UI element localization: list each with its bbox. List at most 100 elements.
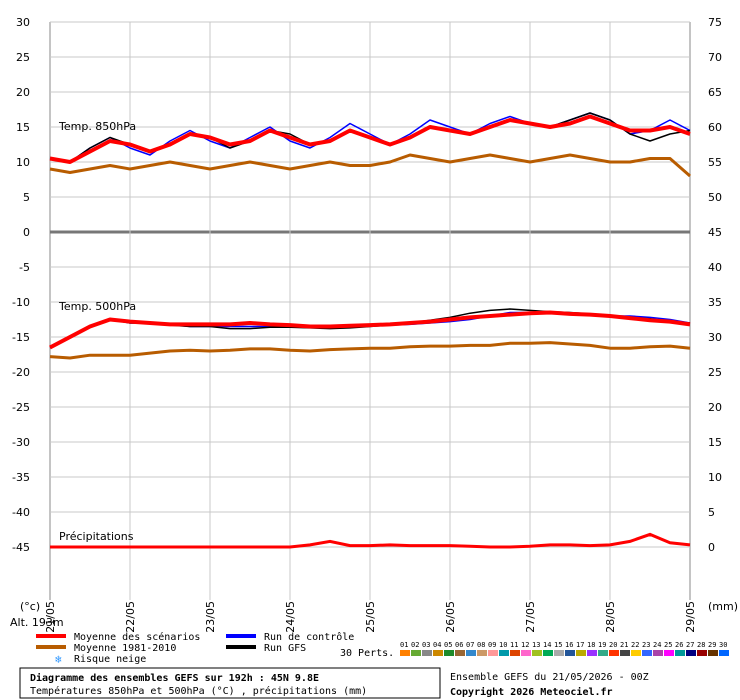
legend-snow-label: Risque neige	[74, 654, 146, 665]
y-right-tick-label: 55	[708, 156, 722, 169]
y-left-tick-label: -15	[12, 331, 30, 344]
y-right-tick-label: 20	[708, 401, 722, 414]
pert-swatch	[521, 650, 531, 656]
legend-gfs-label: Run GFS	[264, 643, 306, 654]
series-t850-0	[49, 114, 691, 164]
pert-swatch	[510, 650, 520, 656]
y-right-tick-label: 30	[708, 331, 722, 344]
y-left-tick-label: -5	[19, 261, 30, 274]
pert-swatch	[565, 650, 575, 656]
x-tick-label: 27/05	[524, 601, 537, 633]
pert-number-label: 20	[609, 641, 617, 649]
x-tick-label: 21/05	[44, 601, 57, 633]
y-left-tick-label: 25	[16, 51, 30, 64]
y-left-tick-label: 10	[16, 156, 30, 169]
y-right-tick-label: 75	[708, 16, 722, 29]
pert-swatch	[488, 650, 498, 656]
pert-number-label: 09	[488, 641, 496, 649]
legend-swatch-mean	[36, 634, 66, 638]
legend-mean-label: Moyenne des scénarios	[74, 631, 200, 643]
legend-perturbations: 01 02 03 04 05 06 07 08 09 10 11 12 13 14 15 16 17 18 19 20…	[400, 641, 729, 656]
pert-swatch	[543, 650, 553, 656]
y-left-tick-label: -25	[12, 401, 30, 414]
y-right-tick-label: 60	[708, 121, 722, 134]
y-left-tick-label: 30	[16, 16, 30, 29]
pert-number-label: 16	[565, 641, 573, 649]
x-tick-label: 29/05	[684, 601, 697, 633]
pert-number-label: 23	[642, 641, 650, 649]
pert-swatch	[664, 650, 674, 656]
y-left-tick-label: 0	[23, 226, 30, 239]
y-left-tick-label: -45	[12, 541, 30, 554]
y-right-tick-label: 40	[708, 261, 722, 274]
x-tick-label: 22/05	[124, 601, 137, 633]
pert-number-label: 01	[400, 641, 408, 649]
footer-copyright: Copyright 2026 Meteociel.fr	[450, 686, 613, 698]
pert-number-label: 22	[631, 641, 639, 649]
pert-number-label: 17	[576, 641, 584, 649]
snowflake-icon: ❄	[55, 653, 62, 666]
pert-swatch	[455, 650, 465, 656]
pert-number-label: 29	[708, 641, 716, 649]
pert-swatch	[620, 650, 630, 656]
x-tick-label: 23/05	[204, 601, 217, 633]
y-left-tick-label: -40	[12, 506, 30, 519]
y-left-tick-label: -20	[12, 366, 30, 379]
pert-swatch	[631, 650, 641, 656]
pert-swatch	[444, 650, 454, 656]
x-tick-label: 28/05	[604, 601, 617, 633]
legend-clim-label: Moyenne 1981-2010	[74, 643, 176, 654]
x-tick-label: 26/05	[444, 601, 457, 633]
y-right-tick-label: 5	[708, 506, 715, 519]
pert-swatch	[411, 650, 421, 656]
t500-panel-label: Temp. 500hPa	[58, 300, 136, 313]
y-right-tick-label: 65	[708, 86, 722, 99]
y-left-tick-label: -10	[12, 296, 30, 309]
pert-swatch	[554, 650, 564, 656]
chart-grid	[49, 21, 691, 600]
y-right-tick-label: 15	[708, 436, 722, 449]
pert-swatch	[422, 650, 432, 656]
pert-number-label: 03	[422, 641, 430, 649]
pert-number-label: 12	[521, 641, 529, 649]
pert-swatch	[466, 650, 476, 656]
y-left-tick-label: 20	[16, 86, 30, 99]
y-right-tick-label: 35	[708, 296, 722, 309]
series-precip-mean	[50, 532, 691, 549]
pert-number-label: 04	[433, 641, 441, 649]
y-right-tick-label: 25	[708, 366, 722, 379]
legend-control-label: Run de contrôle	[264, 631, 354, 643]
pert-swatch	[477, 650, 487, 656]
pert-swatch	[675, 650, 685, 656]
pert-swatch	[708, 650, 718, 656]
y-right-tick-label: 50	[708, 191, 722, 204]
pert-swatch	[719, 650, 729, 656]
y-left-tick-label: 5	[23, 191, 30, 204]
pert-number-label: 28	[697, 641, 705, 649]
pert-number-label: 26	[675, 641, 683, 649]
pert-number-label: 10	[499, 641, 507, 649]
pert-number-label: 18	[587, 641, 595, 649]
pert-swatch	[532, 650, 542, 656]
pert-swatch	[400, 650, 410, 656]
pert-number-label: 24	[653, 641, 661, 649]
series-t850-1	[49, 153, 691, 178]
pert-swatch	[598, 650, 608, 656]
legend-perts-label: 30 Perts.	[340, 648, 394, 659]
pert-swatch	[433, 650, 443, 656]
pert-swatch	[653, 650, 663, 656]
y-right-tick-label: 70	[708, 51, 722, 64]
precip-panel-label: Précipitations	[59, 530, 134, 543]
pert-swatch	[576, 650, 586, 656]
pert-number-label: 08	[477, 641, 485, 649]
y-right-tick-label: 10	[708, 471, 722, 484]
left-unit-label: (°c)	[20, 600, 40, 613]
pert-swatch	[609, 650, 619, 656]
y-left-tick-label: 15	[16, 121, 30, 134]
pert-number-label: 05	[444, 641, 452, 649]
pert-number-label: 13	[532, 641, 540, 649]
y-left-tick-label: -30	[12, 436, 30, 449]
pert-swatch	[499, 650, 509, 656]
